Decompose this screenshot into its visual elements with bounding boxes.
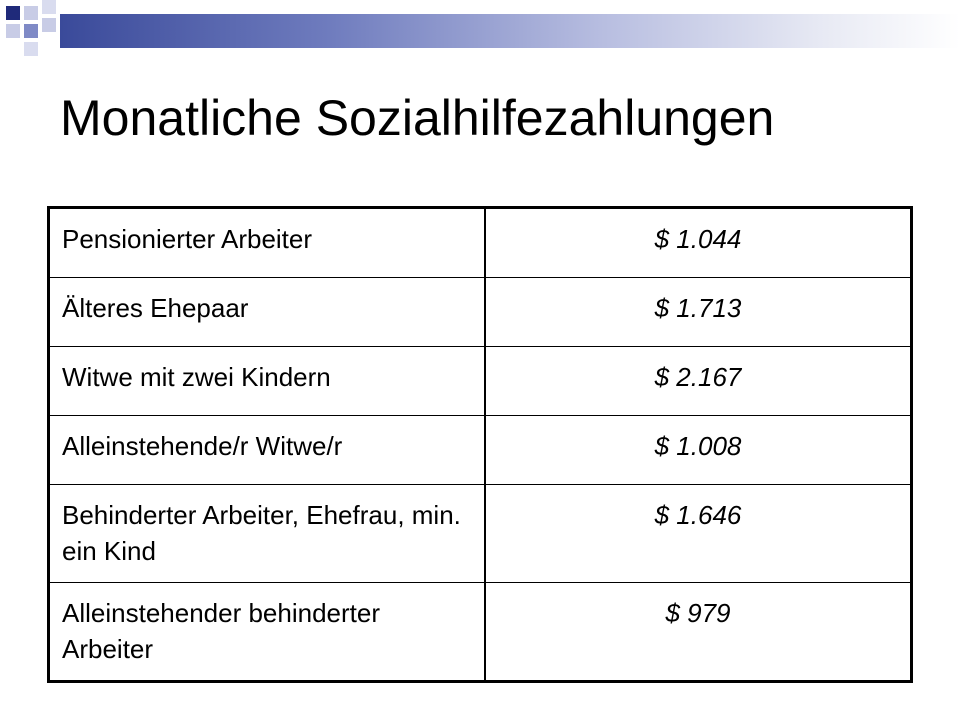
decor-square-mid <box>24 24 38 38</box>
decor-square-light <box>24 6 38 20</box>
row-label: Witwe mit zwei Kindern <box>48 346 486 416</box>
decor-square-dark <box>6 6 20 20</box>
table-row: Alleinstehende/r Witwe/r $ 1.008 <box>48 415 912 485</box>
decor-square-light <box>24 42 38 56</box>
table-row: Witwe mit zwei Kindern $ 2.167 <box>48 346 912 416</box>
payments-table: Pensionierter Arbeiter $ 1.044 Älteres E… <box>47 206 913 683</box>
slide-title: Monatliche Sozialhilfezahlungen <box>60 90 775 146</box>
row-label: Alleinstehende/r Witwe/r <box>48 415 486 485</box>
title-gradient-bar <box>60 14 960 48</box>
row-value: $ 1.713 <box>484 277 912 347</box>
table-row: Älteres Ehepaar $ 1.713 <box>48 277 912 347</box>
row-label: Alleinstehender behinderter Arbeiter <box>48 582 486 682</box>
decor-square-light <box>42 18 56 32</box>
table-row: Behinderter Arbeiter, Ehefrau, min. ein … <box>48 484 912 583</box>
row-value: $ 1.044 <box>484 207 912 278</box>
slide-header-decoration <box>0 0 960 60</box>
decor-square-light <box>42 0 56 14</box>
table-row: Pensionierter Arbeiter $ 1.044 <box>48 207 912 278</box>
row-value: $ 2.167 <box>484 346 912 416</box>
row-label: Älteres Ehepaar <box>48 277 486 347</box>
row-value: $ 1.646 <box>484 484 912 583</box>
table-row: Alleinstehender behinderter Arbeiter $ 9… <box>48 582 912 682</box>
row-value: $ 979 <box>484 582 912 682</box>
row-value: $ 1.008 <box>484 415 912 485</box>
decor-square-light <box>6 24 20 38</box>
row-label: Behinderter Arbeiter, Ehefrau, min. ein … <box>48 484 486 583</box>
row-label: Pensionierter Arbeiter <box>48 207 486 278</box>
